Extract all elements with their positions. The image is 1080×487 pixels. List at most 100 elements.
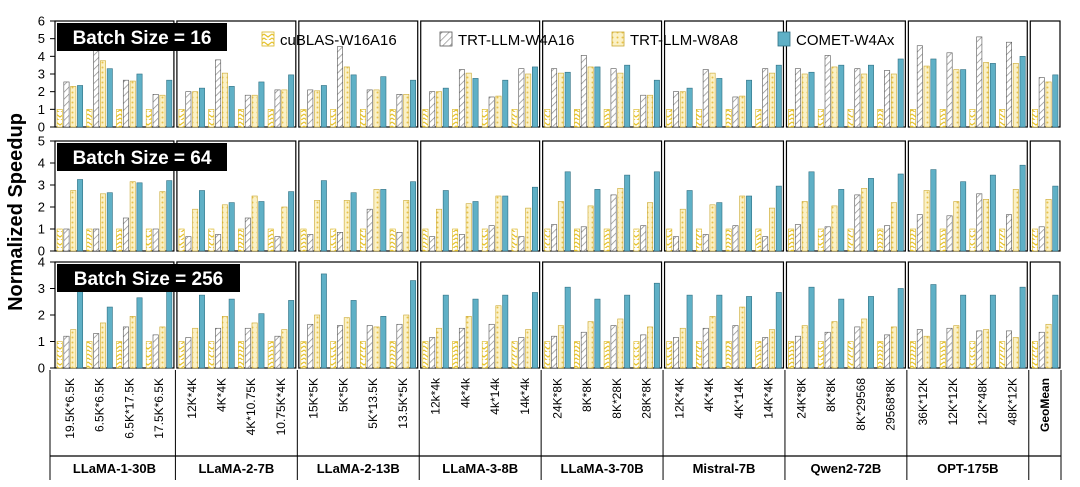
legend-swatch xyxy=(611,31,625,47)
category-label: 19.5K*6.5K xyxy=(63,378,77,439)
bar-trt-llm-w8a8 xyxy=(100,322,106,369)
bar-trt-llm-w4a16 xyxy=(215,234,222,252)
bar-trt-llm-w4a16 xyxy=(152,94,159,128)
bar-trt-llm-w8a8 xyxy=(739,95,746,128)
bar-trt-llm-w8a8 xyxy=(525,329,532,369)
category-label: 4K*14K xyxy=(732,378,746,419)
bar-comet-w4ax xyxy=(502,294,509,369)
bar-cublas-w16a16 xyxy=(56,341,63,369)
bar-trt-llm-w4a16 xyxy=(396,323,403,369)
bar-trt-llm-w8a8 xyxy=(221,204,228,252)
bar-cublas-w16a16 xyxy=(145,228,152,252)
bar-cublas-w16a16 xyxy=(969,109,976,128)
bar-trt-llm-w8a8 xyxy=(617,318,624,369)
bar-comet-w4ax xyxy=(166,79,173,128)
bar-trt-llm-w4a16 xyxy=(916,214,923,252)
bar-trt-llm-w4a16 xyxy=(762,236,769,252)
panel-batch-0: 0 1 2 3 4 5 6 Batch Size = 16 xyxy=(38,14,1061,135)
bar-trt-llm-w8a8 xyxy=(861,73,868,128)
bar-cublas-w16a16 xyxy=(666,341,673,369)
bar-trt-llm-w4a16 xyxy=(946,52,953,128)
bar-trt-llm-w4a16 xyxy=(185,236,192,252)
bar-trt-llm-w8a8 xyxy=(403,94,410,128)
bar-trt-llm-w8a8 xyxy=(525,207,532,252)
bar-trt-llm-w4a16 xyxy=(307,234,314,252)
bar-trt-llm-w8a8 xyxy=(983,62,990,128)
y-axis-label: Normalized Speedup xyxy=(5,113,27,311)
bar-trt-llm-w8a8 xyxy=(679,91,686,128)
bar-trt-llm-w4a16 xyxy=(976,193,983,252)
bar-trt-llm-w8a8 xyxy=(436,91,442,128)
bar-cublas-w16a16 xyxy=(603,109,610,128)
bar-trt-llm-w4a16 xyxy=(518,68,525,128)
bar-trt-llm-w8a8 xyxy=(221,316,228,369)
bar-trt-llm-w4a16 xyxy=(702,327,709,369)
bar-cublas-w16a16 xyxy=(788,228,795,252)
bar-trt-llm-w8a8 xyxy=(647,202,654,252)
bar-trt-llm-w8a8 xyxy=(436,208,442,252)
bar-comet-w4ax xyxy=(106,306,113,369)
model-label: Qwen2-72B xyxy=(811,461,882,476)
panel-title-badge xyxy=(57,264,240,292)
bar-cublas-w16a16 xyxy=(330,341,337,369)
bar-trt-llm-w4a16 xyxy=(122,217,129,252)
group-frame xyxy=(298,20,419,128)
bar-comet-w4ax xyxy=(1019,56,1026,128)
bar-comet-w4ax xyxy=(136,297,143,369)
bar-comet-w4ax xyxy=(410,280,417,369)
bar-trt-llm-w4a16 xyxy=(215,59,222,128)
bar-trt-llm-w8a8 xyxy=(801,201,808,252)
bar-cublas-w16a16 xyxy=(422,228,429,252)
bar-cublas-w16a16 xyxy=(330,109,337,128)
bar-comet-w4ax xyxy=(380,76,387,128)
bar-cublas-w16a16 xyxy=(359,109,366,128)
bar-trt-llm-w4a16 xyxy=(884,225,891,252)
bar-trt-llm-w8a8 xyxy=(647,326,654,369)
bar-comet-w4ax xyxy=(838,189,845,252)
bar-trt-llm-w8a8 xyxy=(159,326,166,369)
bar-trt-llm-w4a16 xyxy=(916,329,923,369)
bar-trt-llm-w4a16 xyxy=(337,46,343,128)
bar-cublas-w16a16 xyxy=(725,341,732,369)
y-tick-label: 0 xyxy=(38,361,45,376)
category-label: 8K*28K xyxy=(610,378,624,419)
bar-trt-llm-w8a8 xyxy=(343,66,350,128)
bar-trt-llm-w8a8 xyxy=(129,80,136,128)
bar-trt-llm-w8a8 xyxy=(923,65,930,128)
y-tick-label: 1 xyxy=(38,222,45,237)
bar-comet-w4ax xyxy=(624,294,631,369)
y-tick-label: 2 xyxy=(38,200,45,215)
bar-cublas-w16a16 xyxy=(178,109,185,128)
bar-trt-llm-w4a16 xyxy=(93,228,100,252)
group-frame xyxy=(663,140,785,252)
bar-comet-w4ax xyxy=(502,79,509,128)
bar-trt-llm-w8a8 xyxy=(465,203,472,252)
bar-cublas-w16a16 xyxy=(178,228,185,252)
bar-comet-w4ax xyxy=(564,71,571,128)
y-tick-label: 4 xyxy=(38,49,45,64)
y-tick-label: 4 xyxy=(38,156,45,171)
bar-trt-llm-w8a8 xyxy=(557,72,564,128)
group-frame xyxy=(907,20,1028,128)
group-frame xyxy=(785,261,906,369)
bar-comet-w4ax xyxy=(1052,294,1059,369)
bar-cublas-w16a16 xyxy=(725,228,732,252)
bar-trt-llm-w4a16 xyxy=(93,49,100,128)
model-label: LLaMA-2-7B xyxy=(198,461,274,476)
bar-comet-w4ax xyxy=(989,174,996,252)
legend-swatch xyxy=(777,31,791,47)
bar-cublas-w16a16 xyxy=(877,228,884,252)
bar-comet-w4ax xyxy=(960,181,967,252)
bar-trt-llm-w8a8 xyxy=(587,321,594,369)
bar-trt-llm-w8a8 xyxy=(1012,337,1019,369)
bar-trt-llm-w4a16 xyxy=(307,323,314,369)
bar-trt-llm-w4a16 xyxy=(307,89,314,128)
bar-comet-w4ax xyxy=(624,174,631,252)
category-label: 8K*8K xyxy=(824,378,838,412)
bar-cublas-w16a16 xyxy=(695,228,702,252)
bar-trt-llm-w8a8 xyxy=(1045,323,1052,369)
bar-trt-llm-w4a16 xyxy=(610,68,617,128)
bar-trt-llm-w4a16 xyxy=(185,91,192,128)
bar-cublas-w16a16 xyxy=(300,228,307,252)
bar-trt-llm-w4a16 xyxy=(396,232,403,252)
